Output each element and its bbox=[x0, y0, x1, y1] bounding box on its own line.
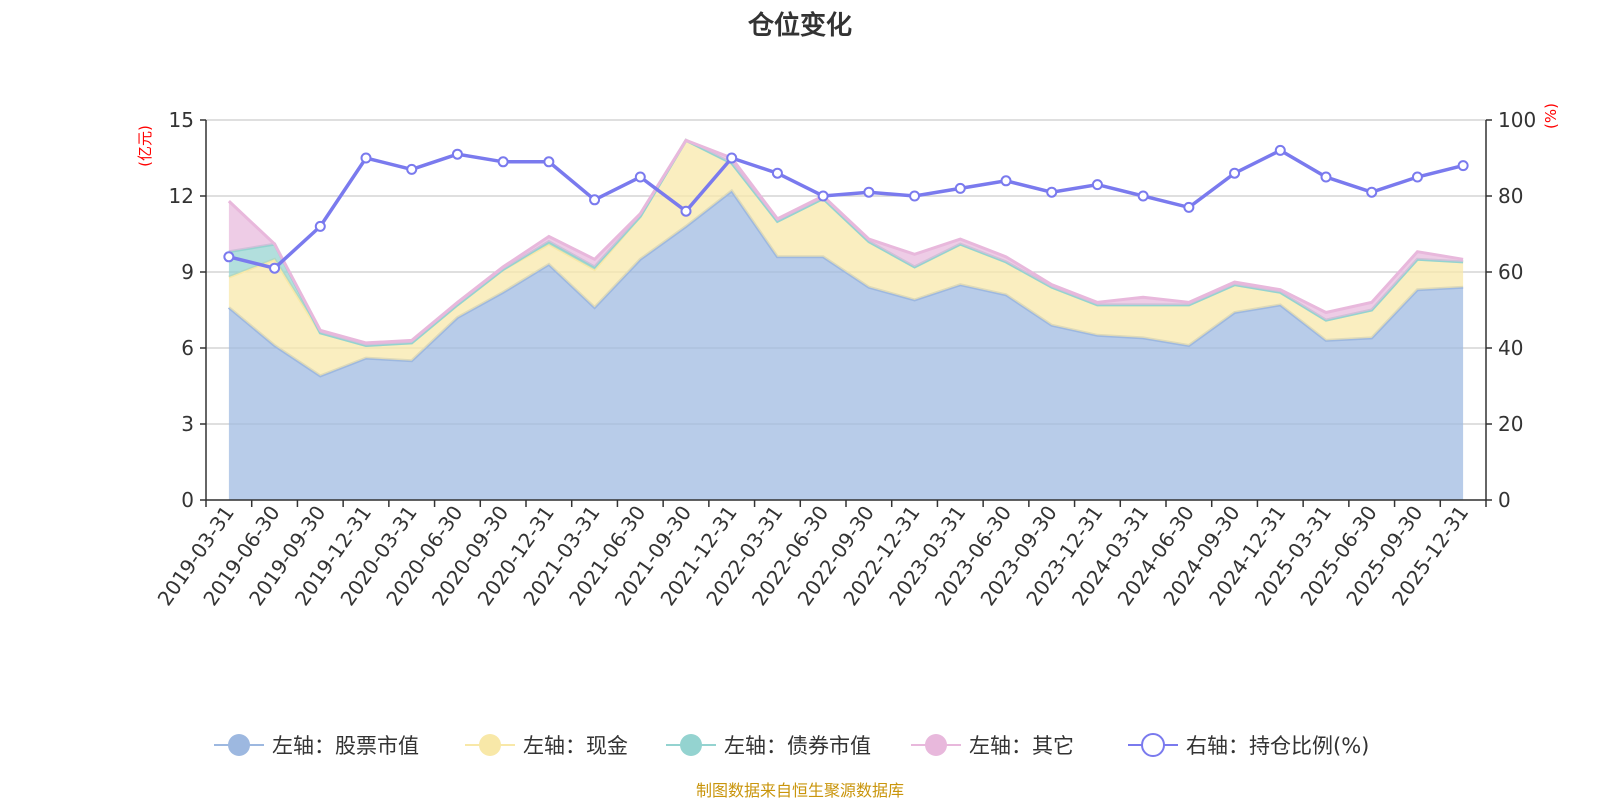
area-左轴：股票市值 bbox=[228, 190, 1464, 500]
ratio-point bbox=[497, 156, 509, 168]
legend-label: 左轴：股票市值 bbox=[272, 734, 419, 758]
ratio-point bbox=[1320, 171, 1332, 183]
stacked-areas bbox=[227, 138, 1464, 500]
ratio-point bbox=[360, 152, 372, 164]
ratio-point bbox=[680, 205, 692, 217]
left-tick-label: 3 bbox=[181, 412, 194, 436]
ratio-point bbox=[223, 251, 235, 263]
source-note: 制图数据来自恒生聚源数据库 bbox=[696, 781, 904, 800]
area-左轴：现金 bbox=[228, 140, 1464, 376]
ratio-point bbox=[1046, 186, 1058, 198]
legend-marker bbox=[680, 734, 702, 756]
ratio-point bbox=[954, 182, 966, 194]
area-line-左轴：其它 bbox=[227, 138, 1464, 345]
left-axis-unit: (亿元) bbox=[136, 125, 154, 167]
right-tick-label: 20 bbox=[1498, 412, 1523, 436]
ratio-point bbox=[1000, 175, 1012, 187]
ratio-point bbox=[406, 163, 418, 175]
right-tick-label: 60 bbox=[1498, 260, 1523, 284]
ratio-point bbox=[634, 171, 646, 183]
ratio-point bbox=[1457, 160, 1469, 172]
ratio-point bbox=[269, 262, 281, 274]
ratio-point bbox=[451, 148, 463, 160]
left-tick-label: 15 bbox=[169, 108, 194, 132]
ratio-point bbox=[1274, 144, 1286, 156]
right-tick-label: 40 bbox=[1498, 336, 1523, 360]
ratio-line-series bbox=[223, 144, 1469, 274]
ratio-point bbox=[1411, 171, 1423, 183]
left-tick-label: 9 bbox=[181, 260, 194, 284]
legend-marker bbox=[925, 734, 947, 756]
ratio-point bbox=[1183, 201, 1195, 213]
right-tick-label: 80 bbox=[1498, 184, 1523, 208]
ratio-point bbox=[726, 152, 738, 164]
legend-label: 右轴：持仓比例(%) bbox=[1186, 734, 1369, 758]
legend: 左轴：股票市值 左轴：现金 左轴：债券市值 左轴：其它 右轴：持仓比例(%) bbox=[214, 733, 1369, 758]
ratio-point bbox=[1366, 186, 1378, 198]
ratio-point bbox=[817, 190, 829, 202]
ratio-point bbox=[589, 194, 601, 206]
legend-label: 左轴：其它 bbox=[969, 734, 1074, 758]
chart-title: 仓位变化 bbox=[747, 10, 852, 41]
right-tick-label: 0 bbox=[1498, 488, 1511, 512]
ratio-point bbox=[1137, 190, 1149, 202]
ratio-point bbox=[909, 190, 921, 202]
left-tick-label: 6 bbox=[181, 336, 194, 360]
right-axis-unit: (%) bbox=[1542, 103, 1560, 129]
ratio-point bbox=[314, 220, 326, 232]
ratio-line bbox=[228, 148, 1464, 271]
ratio-point bbox=[1229, 167, 1241, 179]
ratio-point bbox=[543, 156, 555, 168]
legend-marker bbox=[479, 734, 501, 756]
legend-marker bbox=[228, 734, 250, 756]
left-tick-label: 12 bbox=[169, 184, 194, 208]
right-tick-label: 100 bbox=[1498, 108, 1536, 132]
ratio-point bbox=[863, 186, 875, 198]
legend-marker bbox=[1141, 733, 1165, 757]
left-tick-label: 0 bbox=[181, 488, 194, 512]
legend-label: 左轴：债券市值 bbox=[724, 734, 871, 758]
ratio-point bbox=[771, 167, 783, 179]
legend-label: 左轴：现金 bbox=[523, 734, 628, 758]
ratio-point bbox=[1091, 179, 1103, 191]
